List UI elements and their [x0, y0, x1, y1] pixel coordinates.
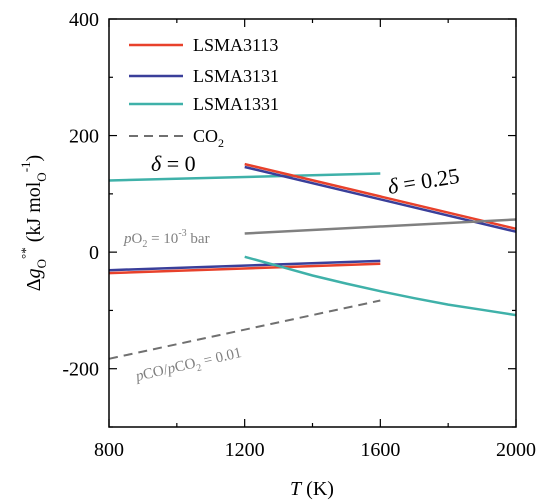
delta-symbol: δ — [151, 151, 162, 176]
delta-symbol: δ — [386, 173, 401, 199]
po2-p: p — [123, 231, 132, 247]
pco-co: CO/ — [142, 362, 171, 383]
x-tick-label: 2000 — [496, 439, 536, 461]
legend-label-lsma3113: LSMA3113 — [193, 35, 278, 55]
y-axis-close: ) — [23, 155, 45, 162]
series-line — [108, 259, 381, 272]
y-axis-delta: Δ — [23, 278, 45, 291]
series-line — [108, 262, 381, 275]
x-axis-unit: (K) — [301, 478, 334, 500]
y-tick-label: 0 — [89, 242, 99, 264]
legend-label-lsma1331: LSMA1331 — [193, 94, 279, 114]
y-tick-label: -200 — [62, 359, 99, 381]
annotation-delta-0: δ = 0 — [151, 151, 196, 176]
y-axis-unit: (kJ mol — [23, 181, 45, 247]
series-line — [244, 162, 517, 231]
po2-exp: -3 — [178, 228, 186, 239]
y-axis-unit-sup: -1 — [18, 161, 33, 172]
y-axis-title: ΔgO°* (kJ molO-1) — [18, 155, 49, 291]
series-layer — [108, 162, 517, 360]
po2-o: O — [132, 231, 143, 247]
series-line — [244, 218, 517, 235]
annotation-po2: pO2 = 10-3 bar — [123, 228, 210, 250]
series-line — [108, 172, 381, 182]
co2-text: CO — [193, 126, 218, 146]
pco-co2: CO — [173, 356, 197, 376]
y-tick-label: 200 — [69, 126, 99, 148]
x-tick-label: 800 — [94, 439, 124, 461]
tick-label-layer: 800 1200 1600 2000 -200 0 200 400 — [62, 9, 536, 461]
annotation-delta-0-25: δ = 0.25 — [386, 163, 461, 199]
pco-sub: 2 — [195, 362, 202, 374]
annotation-pco: pCO/pCO2 = 0.01 — [133, 345, 244, 388]
co2-sub: 2 — [218, 136, 224, 150]
plot-frame — [108, 18, 517, 428]
delta-value: = 0 — [161, 151, 195, 176]
po2-sub: 2 — [142, 239, 147, 250]
y-axis-g: g — [23, 268, 45, 278]
x-axis-T: T — [290, 478, 303, 500]
series-line — [244, 255, 517, 317]
y-tick-label: 400 — [69, 9, 99, 31]
pco-rest: = 0.01 — [198, 345, 243, 370]
po2-unit: bar — [187, 231, 210, 247]
legend: LSMA3113 LSMA3131 LSMA1331 CO2 — [129, 35, 279, 150]
legend-label-lsma3131: LSMA3131 — [193, 66, 279, 86]
delta-value: = 0.25 — [396, 163, 461, 197]
series-line — [108, 299, 381, 360]
y-axis-sub: O — [34, 259, 49, 268]
legend-label-co2: CO2 — [193, 126, 224, 150]
x-tick-label: 1600 — [360, 439, 400, 461]
y-axis-unit-sub: O — [34, 172, 49, 181]
x-axis-title: T (K) — [290, 478, 334, 500]
y-axis-sup: °* — [18, 247, 33, 259]
x-tick-label: 1200 — [225, 439, 265, 461]
po2-rest: = 10 — [147, 231, 178, 247]
